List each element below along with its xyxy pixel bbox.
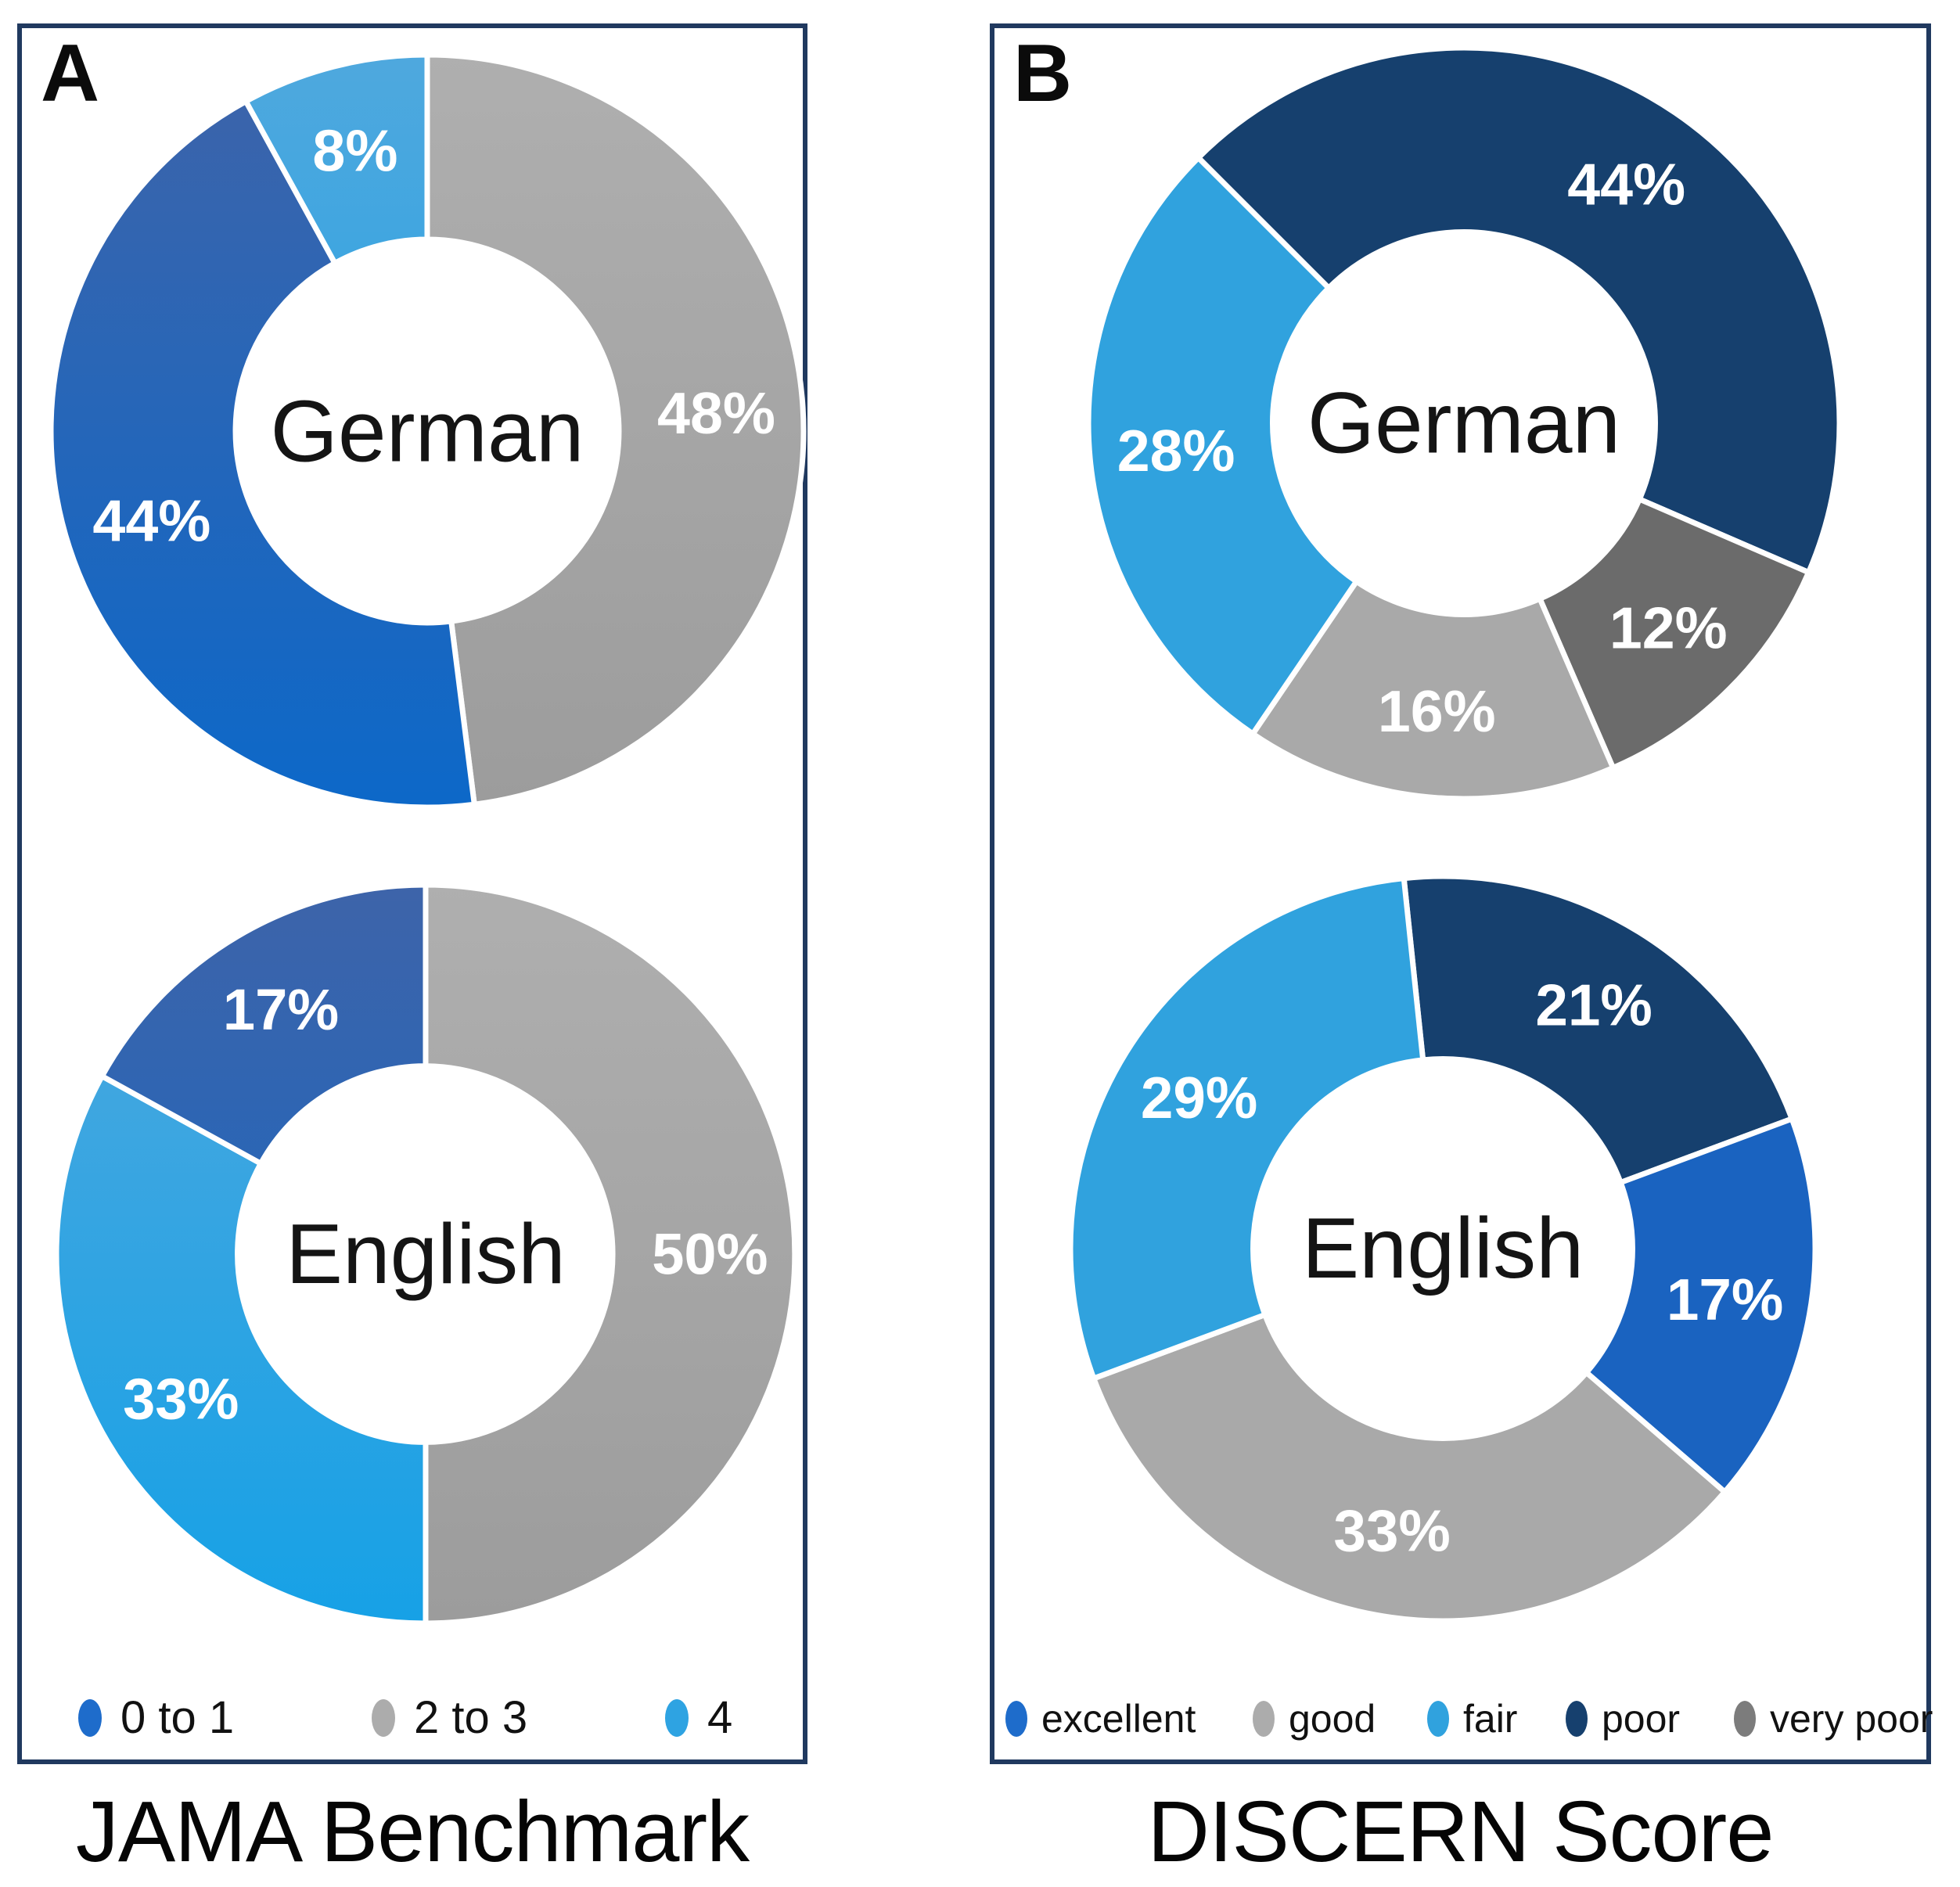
legend-dot-blue-icon: [78, 1698, 102, 1737]
donut-slice-poor: [1401, 873, 1795, 1185]
panel-b-label: B: [1013, 28, 1073, 119]
panel-jama-benchmark: A 48% 44% 8% German 50% 33% 17% English 0 to 1…: [17, 23, 807, 1764]
legend-item-excellent: excellent: [1005, 1696, 1196, 1741]
title-jama-benchmark: JAMA Benchmark: [75, 1784, 750, 1880]
slice-percentage-label: 44%: [92, 487, 210, 553]
legend-item-poor: poor: [1566, 1696, 1680, 1741]
slice-percentage-label: 29%: [1141, 1065, 1258, 1130]
legend-dot-fair-icon: [1427, 1701, 1449, 1737]
legend-label: 0 to 1: [120, 1692, 235, 1743]
donut-slice-fair: [1067, 875, 1426, 1382]
title-discern-score: DISCERN Score: [1147, 1784, 1775, 1880]
legend-dot-very-poor-icon: [1734, 1701, 1756, 1737]
donut-chart-discern-english: 21% 17% 33% 29% English: [1067, 873, 1818, 1624]
legend-dot-good-icon: [1253, 1701, 1275, 1737]
donut-slice-gray: [424, 52, 807, 807]
donut-slice-excellent: [1584, 1116, 1818, 1495]
legend-label: 4: [707, 1692, 733, 1743]
legend-label: excellent: [1041, 1697, 1196, 1741]
legend-item-0-to-1: 0 to 1: [78, 1691, 234, 1744]
legend-item-2-to-3: 2 to 3: [372, 1691, 527, 1744]
donut-slice-blue: [48, 99, 477, 811]
legend-label: good: [1289, 1697, 1376, 1741]
slice-percentage-label: 17%: [223, 977, 339, 1042]
donut-chart-jama-german: 48% 44% 8% German: [48, 52, 807, 811]
slice-percentage-label: 8%: [312, 117, 397, 183]
legend-item-4: 4: [665, 1691, 732, 1744]
slice-percentage-label: 33%: [123, 1366, 239, 1431]
legend-item-fair: fair: [1427, 1696, 1517, 1741]
slice-percentage-label: 12%: [1609, 595, 1728, 660]
legend-label: poor: [1602, 1697, 1681, 1741]
donut-center-label: English: [286, 1206, 565, 1302]
donut-center-label: German: [270, 383, 584, 480]
legend-dot-poor-icon: [1566, 1701, 1588, 1737]
legend-item-good: good: [1253, 1696, 1376, 1741]
slice-percentage-label: 48%: [657, 380, 775, 446]
slice-percentage-label: 16%: [1378, 678, 1496, 744]
legend-label: fair: [1463, 1697, 1518, 1741]
donut-center-label: English: [1302, 1201, 1584, 1296]
donut-chart-jama-english: 50% 33% 17% English: [53, 882, 798, 1626]
slice-percentage-label: 17%: [1667, 1267, 1784, 1332]
donut-slice-fair: [1085, 155, 1360, 737]
donut-chart-discern-german: 44% 12% 16% 28% German: [1085, 45, 1843, 802]
legend-label: 2 to 3: [414, 1692, 528, 1743]
donut-slice-good: [1250, 578, 1617, 802]
donut-slice-blue: [99, 882, 429, 1166]
legend-dot-gray-icon: [372, 1698, 395, 1737]
slice-percentage-label: 50%: [652, 1222, 768, 1287]
donut-slice-lightblue: [243, 52, 430, 266]
panel-discern-score: B 44% 12% 16% 28% German 21% 17% 33% 29% English…: [990, 23, 1933, 1764]
donut-slice-poor: [1196, 45, 1843, 576]
slice-percentage-label: 21%: [1535, 972, 1653, 1038]
legend-dot-lightblue-icon: [665, 1698, 689, 1737]
slice-percentage-label: 28%: [1117, 418, 1235, 483]
donut-slice-verypoor: [1537, 496, 1812, 771]
donut-slice-gray: [423, 882, 798, 1626]
legend-item-very-poor: very poor: [1734, 1696, 1933, 1741]
slice-percentage-label: 33%: [1333, 1498, 1451, 1564]
donut-center-label: German: [1307, 376, 1620, 472]
donut-slice-lightblue: [53, 1073, 429, 1626]
panel-a-label: A: [41, 28, 100, 119]
legend-label: very poor: [1770, 1697, 1933, 1741]
legend-dot-excellent-icon: [1005, 1701, 1027, 1737]
donut-slice-good: [1091, 1312, 1728, 1624]
slice-percentage-label: 44%: [1567, 151, 1685, 217]
